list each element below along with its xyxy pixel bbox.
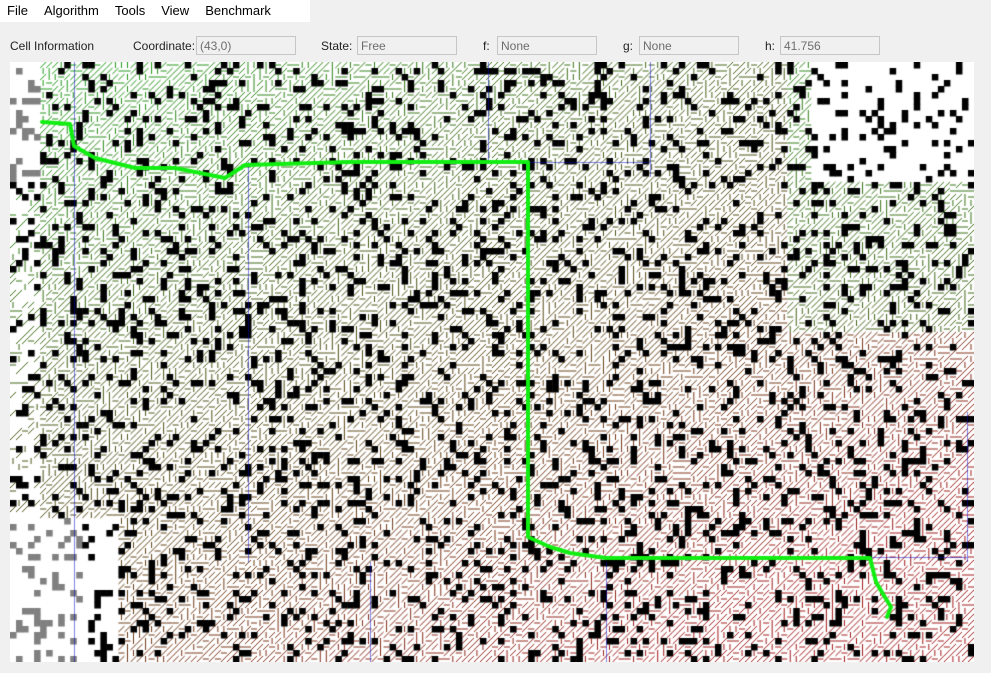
state-field bbox=[357, 36, 457, 55]
menu-algorithm[interactable]: Algorithm bbox=[43, 3, 99, 18]
menu-benchmark[interactable]: Benchmark bbox=[205, 3, 271, 18]
menu-view[interactable]: View bbox=[161, 3, 190, 18]
h-label: h: bbox=[765, 39, 776, 53]
coordinate-field bbox=[196, 36, 296, 55]
menu-file[interactable]: File bbox=[7, 3, 28, 18]
h-field bbox=[780, 36, 880, 55]
g-label: g: bbox=[623, 39, 634, 53]
g-field bbox=[639, 36, 739, 55]
f-label: f: bbox=[483, 39, 490, 53]
cell-info-title: Cell Information bbox=[10, 39, 95, 53]
cell-information-bar: Cell Information Coordinate: State: f: g… bbox=[0, 35, 991, 57]
state-label: State: bbox=[321, 39, 353, 53]
grid-canvas[interactable] bbox=[10, 62, 974, 662]
menu-tools[interactable]: Tools bbox=[114, 3, 146, 18]
grid-map[interactable] bbox=[10, 62, 974, 662]
coordinate-label: Coordinate: bbox=[133, 39, 196, 53]
menu-bar: File Algorithm Tools View Benchmark bbox=[0, 0, 310, 22]
f-field bbox=[497, 36, 597, 55]
